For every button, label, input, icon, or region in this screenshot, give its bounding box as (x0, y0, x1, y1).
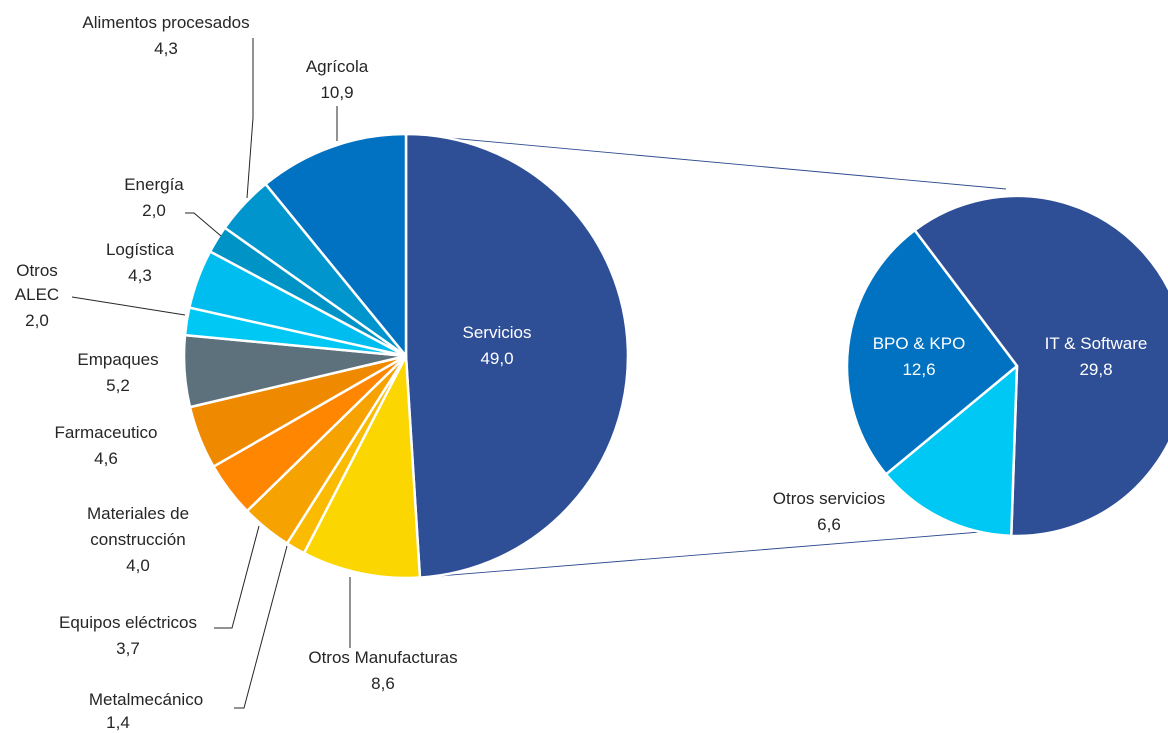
data-label-value: 2,0 (25, 311, 49, 330)
label-it-and-software: IT & Software 29,8 (1045, 334, 1148, 379)
label-otros-servicios: Otros servicios 6,6 (773, 489, 885, 534)
label-bpo-and-kpo: BPO & KPO 12,6 (873, 334, 966, 379)
label-otros-manufacturas: Otros Manufacturas 8,6 (308, 648, 457, 693)
leader-lines (71, 38, 351, 709)
slice-otros-manufacturas (302, 354, 422, 580)
data-label-category: ALEC (15, 285, 59, 304)
leader-line-energia (185, 212, 222, 237)
connector-lines (405, 133, 1018, 579)
data-labels: Servicios 49,0 Otros Manufacturas 8,6 Metalm… (15, 13, 1148, 732)
leader-line-alimentos-procesados (246, 38, 254, 199)
data-label-value: 8,6 (371, 674, 395, 693)
data-label-value: 5,2 (106, 376, 130, 395)
data-label-value: 4,6 (94, 449, 118, 468)
slice-agricola (264, 132, 408, 358)
data-label-value: 29,8 (1079, 360, 1112, 379)
data-label-value: 4,3 (128, 266, 152, 285)
label-logistica: Logística 4,3 (106, 240, 175, 285)
data-label-category: BPO & KPO (873, 334, 966, 353)
label-alimentos-procesados: Alimentos procesados 4,3 (82, 13, 249, 58)
data-label-value: 1,4 (106, 713, 130, 732)
label-metalmecanico: Metalmecánico 1,4 (89, 690, 203, 732)
label-empaques: Empaques 5,2 (77, 350, 158, 395)
slice-servicios (404, 132, 630, 579)
data-label-category: Otros servicios (773, 489, 885, 508)
label-servicios: Servicios 49,0 (463, 323, 532, 368)
data-label-value: 4,0 (126, 556, 150, 575)
label-materiales-de-construccion: Materiales de construcción 4,0 (87, 504, 189, 575)
data-label-value: 12,6 (902, 360, 935, 379)
label-equipos-electricos: Equipos eléctricos 3,7 (59, 613, 197, 658)
label-farmaceutico: Farmaceutico 4,6 (55, 423, 158, 468)
data-label-value: 6,6 (817, 515, 841, 534)
connector-bottom (419, 528, 1018, 579)
slice-bpo-and-kpo (845, 228, 1019, 476)
data-label-category: Energía (124, 175, 184, 194)
breakdown-pie (845, 194, 1168, 538)
leader-line-metalmecanico (234, 545, 288, 709)
leader-line-equipos-electricos (214, 525, 260, 629)
data-label-value: 4,3 (154, 39, 178, 58)
main-pie (182, 132, 630, 580)
slice-it-and-software (913, 194, 1168, 538)
data-label-category: Equipos eléctricos (59, 613, 197, 632)
data-label-category: Empaques (77, 350, 158, 369)
data-label-category: Otros (16, 261, 58, 280)
data-label-category: Logística (106, 240, 175, 259)
label-energia: Energía 2,0 (124, 175, 184, 220)
connector-top (405, 133, 1007, 190)
label-otros-alec: Otros ALEC 2,0 (15, 261, 59, 330)
data-label-category: construcción (90, 530, 185, 549)
data-label-category: Otros Manufacturas (308, 648, 457, 667)
data-label-value: 10,9 (320, 83, 353, 102)
leader-line-otros-alec (71, 296, 186, 316)
data-label-category: IT & Software (1045, 334, 1148, 353)
data-label-category: Metalmecánico (89, 690, 203, 709)
data-label-category: Alimentos procesados (82, 13, 249, 32)
data-label-category: Materiales de (87, 504, 189, 523)
label-agricola: Agrícola 10,9 (306, 57, 369, 102)
slice-otros-servicios (884, 364, 1019, 538)
data-label-category: Agrícola (306, 57, 369, 76)
data-label-value: 49,0 (480, 349, 513, 368)
data-label-value: 2,0 (142, 201, 166, 220)
data-label-category: Servicios (463, 323, 532, 342)
data-label-value: 3,7 (116, 639, 140, 658)
data-label-category: Farmaceutico (55, 423, 158, 442)
